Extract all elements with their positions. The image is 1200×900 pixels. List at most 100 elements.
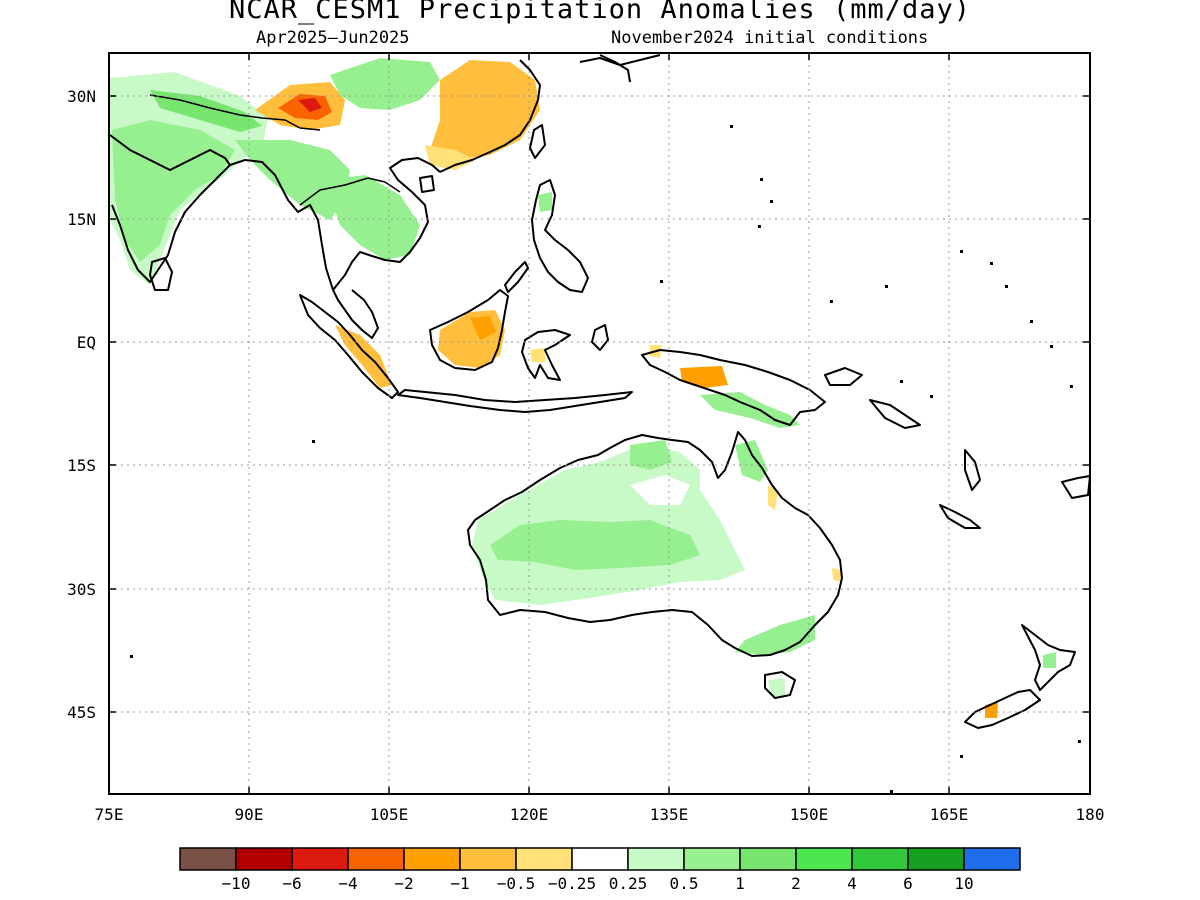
coast-philippines — [531, 179, 589, 293]
colorbar-swatch — [851, 847, 909, 871]
coast-sumatra — [299, 294, 399, 399]
lat-label: 45S — [67, 703, 96, 722]
coast-india — [109, 134, 231, 283]
anomaly-himalaya-wet — [150, 90, 262, 132]
coast-korea — [599, 54, 631, 83]
anomaly-victoria-wet — [735, 615, 815, 655]
anomaly-philippines-wet — [538, 192, 552, 212]
colorbar-label: 0.5 — [670, 874, 699, 893]
colorbar-swatch — [403, 847, 461, 871]
lon-label: 165E — [930, 805, 969, 824]
anomaly-indochina-wet — [325, 175, 420, 260]
coast-newguinea — [641, 349, 826, 426]
colorbar-swatch — [235, 847, 293, 871]
lon-label: 90E — [235, 805, 264, 824]
coast-japan — [579, 54, 661, 66]
coast-palawan — [504, 261, 529, 293]
colorbar-label: −0.5 — [497, 874, 536, 893]
anomaly-sulawesi-dry — [530, 348, 545, 362]
anomaly-tasmania-wet — [768, 678, 785, 697]
anomaly-australia-wet-2 — [490, 520, 700, 570]
coast-srilanka — [149, 257, 173, 291]
colorbar-label: −0.25 — [548, 874, 596, 893]
coast-vanuatu — [964, 449, 981, 491]
colorbar: −10 −6 −4 −2 −1 −0.5 −0.25 0.25 0.5 1 2 4 6 10 — [179, 847, 1021, 893]
lon-label: 180 — [1076, 805, 1105, 824]
coast-newbritain — [824, 367, 863, 386]
colorbar-label: −6 — [282, 874, 301, 893]
coast-nz-north — [1021, 624, 1076, 691]
anomaly-bengal-wet — [235, 140, 350, 220]
anomaly-shading — [110, 58, 1056, 718]
colorbar-swatch — [179, 847, 237, 871]
pacific-islands — [130, 125, 1081, 793]
coast-australia — [467, 431, 843, 657]
coast-solomons — [869, 399, 921, 429]
lat-label: 30S — [67, 580, 96, 599]
colorbar-swatch — [347, 847, 405, 871]
anomaly-australia-dry-gap — [630, 475, 690, 505]
coast-sulawesi — [521, 329, 571, 381]
colorbar-label: 6 — [903, 874, 913, 893]
lat-label: EQ — [77, 333, 96, 352]
colorbar-label: 4 — [847, 874, 857, 893]
colorbar-label: −2 — [394, 874, 413, 893]
colorbar-swatch — [907, 847, 965, 871]
coast-bengal-burma — [229, 159, 334, 291]
colorbar-label: −1 — [450, 874, 469, 893]
longitude-labels: 75E 90E 105E 120E 135E 150E 165E 180 — [95, 53, 1105, 824]
colorbar-swatch — [571, 847, 629, 871]
coast-borneo — [429, 289, 509, 371]
initial-conditions: November2024 initial conditions — [611, 28, 929, 48]
anomaly-borneo-dry-2 — [470, 316, 496, 340]
coast-newcaledonia — [939, 504, 981, 529]
coast-moluccas — [591, 324, 609, 351]
anomaly-queensland-wet — [735, 440, 768, 482]
coast-java — [397, 389, 633, 413]
colorbar-swatch — [963, 847, 1021, 871]
colorbar-label: 10 — [954, 874, 973, 893]
anomaly-queensland-dry — [768, 485, 778, 510]
lat-label: 30N — [67, 87, 96, 106]
border-indochina — [299, 177, 401, 206]
colorbar-swatch — [683, 847, 741, 871]
lat-label: 15S — [67, 456, 96, 475]
colorbar-swatch — [739, 847, 797, 871]
colorbar-swatch — [795, 847, 853, 871]
lon-label: 150E — [790, 805, 829, 824]
border-himalaya — [149, 94, 321, 131]
lon-label: 120E — [510, 805, 549, 824]
gridlines — [109, 53, 1090, 794]
forecast-period: Apr2025–Jun2025 — [256, 28, 410, 48]
lon-label: 105E — [370, 805, 409, 824]
coast-hainan — [419, 175, 435, 193]
coast-taiwan — [529, 124, 546, 159]
anomaly-sumatra-dry — [335, 325, 392, 388]
map-title: NCAR_CESM1 Precipitation Anomalies (mm/d… — [229, 0, 971, 25]
colorbar-label: 1 — [735, 874, 745, 893]
coast-fiji — [1061, 475, 1091, 499]
colorbar-label: 0.25 — [609, 874, 648, 893]
map-frame — [108, 52, 1091, 795]
colorbar-swatch — [459, 847, 517, 871]
lat-label: 15N — [67, 210, 96, 229]
anomaly-nsw-dry — [832, 568, 842, 582]
coast-thai-gulf — [332, 157, 441, 291]
anomaly-nz-wet — [1043, 652, 1056, 668]
latitude-labels: 30N 15N EQ 15S 30S 45S — [67, 87, 1090, 722]
coast-malay — [332, 289, 379, 339]
colorbar-label: −4 — [338, 874, 357, 893]
lon-label: 75E — [95, 805, 124, 824]
colorbar-swatch — [627, 847, 685, 871]
anomaly-india-wet-2 — [112, 120, 235, 262]
colorbar-label: −10 — [222, 874, 251, 893]
anomaly-australia-wet-3 — [630, 440, 672, 470]
colorbar-swatch — [291, 847, 349, 871]
coast-nz-south — [964, 689, 1041, 729]
anomaly-china-dry — [430, 60, 540, 160]
anomaly-china-wet — [330, 58, 440, 110]
anomaly-tibet-dry-3 — [298, 98, 322, 112]
lon-label: 135E — [650, 805, 689, 824]
anomaly-newguinea-dry — [680, 366, 728, 388]
